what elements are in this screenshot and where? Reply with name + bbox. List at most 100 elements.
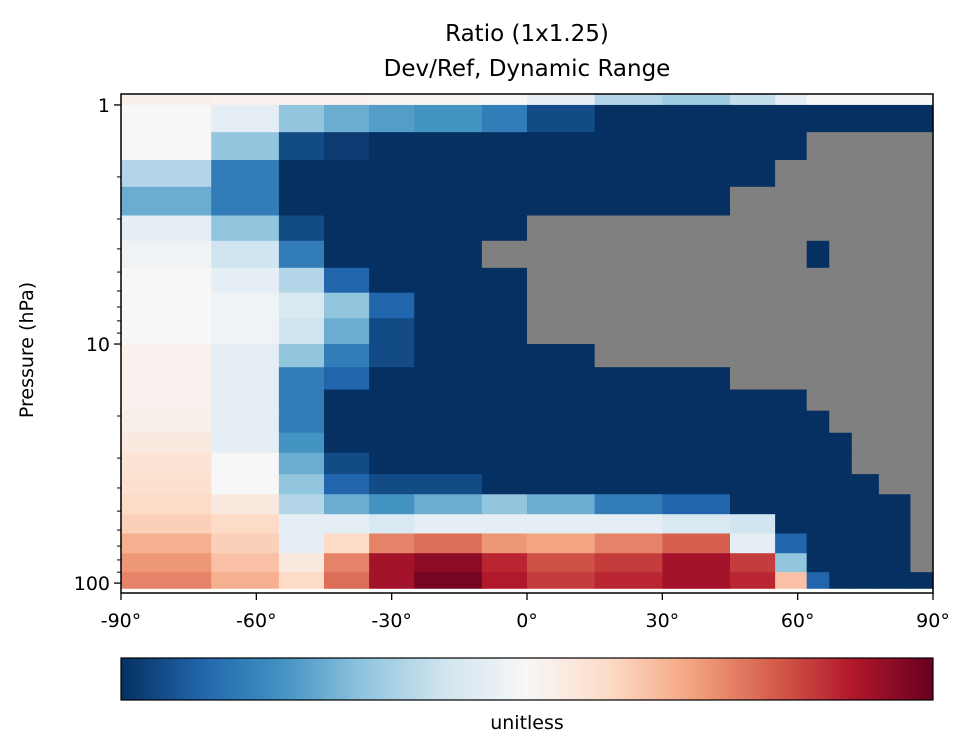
heatmap-cell	[829, 474, 853, 495]
heatmap-cell	[278, 186, 325, 217]
heatmap-cell	[806, 432, 830, 454]
heatmap-cell	[527, 160, 596, 188]
heatmap-cell	[730, 533, 776, 554]
heatmap-cell	[369, 389, 415, 412]
heatmap-cell	[211, 474, 280, 495]
heatmap-cell	[829, 514, 853, 535]
heatmap-cell	[806, 344, 830, 368]
heatmap-cell	[324, 344, 370, 368]
heatmap-cell	[594, 267, 663, 294]
heatmap-cell	[730, 104, 776, 133]
heatmap-cell	[662, 104, 731, 133]
heatmap-cell	[121, 494, 212, 515]
heatmap-cell	[211, 132, 280, 161]
heatmap-cell	[806, 240, 830, 269]
heatmap-cell	[278, 367, 325, 391]
heatmap-cell	[481, 367, 528, 391]
heatmap-cell	[527, 94, 596, 106]
heatmap-cell	[775, 318, 808, 345]
heatmap-cell	[878, 572, 912, 589]
heatmap-cell	[851, 292, 880, 319]
heatmap-cell	[527, 533, 596, 554]
heatmap-cell	[806, 533, 830, 554]
colorbar-label: unitless	[490, 712, 564, 734]
heatmap-cell	[369, 292, 415, 319]
heatmap-cell	[594, 432, 663, 454]
heatmap-cell	[527, 367, 596, 391]
heatmap-cell	[829, 240, 853, 269]
heatmap-cell	[278, 494, 325, 515]
heatmap-cell	[414, 452, 483, 475]
heatmap-cell	[730, 553, 776, 573]
heatmap-cell	[775, 553, 808, 573]
heatmap-cell	[806, 132, 830, 161]
heatmap-cell	[775, 452, 808, 475]
heatmap-cell	[481, 94, 528, 106]
heatmap-cell	[527, 452, 596, 475]
heatmap-cell	[878, 318, 912, 345]
heatmap-cell	[481, 132, 528, 161]
heatmap-cell	[369, 533, 415, 554]
heatmap-cell	[481, 215, 528, 242]
heatmap-cell	[910, 367, 934, 391]
heatmap-cell	[414, 572, 483, 589]
heatmap-cell	[211, 452, 280, 475]
heatmap-cell	[851, 410, 880, 434]
heatmap-cell	[730, 514, 776, 535]
heatmap-cell	[829, 160, 853, 188]
heatmap-cell	[594, 553, 663, 573]
heatmap-cell	[369, 432, 415, 454]
heatmap-cell	[527, 389, 596, 412]
y-tick-label: 10	[86, 334, 110, 356]
heatmap-cell	[829, 452, 853, 475]
x-tick-label: 60°	[781, 610, 815, 632]
heatmap-cell	[775, 160, 808, 188]
heatmap-cell	[878, 267, 912, 294]
heatmap-cell	[121, 410, 212, 434]
heatmap-cell	[829, 186, 853, 217]
heatmap-cell	[878, 186, 912, 217]
heatmap-cell	[527, 240, 596, 269]
heatmap-cell	[121, 104, 212, 133]
heatmap-cell	[414, 432, 483, 454]
heatmap-cell	[775, 514, 808, 535]
heatmap-cell	[278, 533, 325, 554]
heatmap-cell	[481, 292, 528, 319]
heatmap-cell	[121, 94, 212, 106]
heatmap-cell	[369, 318, 415, 345]
heatmap-cell	[414, 160, 483, 188]
heatmap-cell	[527, 494, 596, 515]
heatmap-cell	[324, 240, 370, 269]
heatmap-cell	[730, 267, 776, 294]
x-tick-label: -90°	[101, 610, 142, 632]
heatmap-cell	[806, 94, 830, 106]
heatmap-cell	[775, 572, 808, 589]
heatmap-cell	[662, 553, 731, 573]
heatmap-cell	[662, 186, 731, 217]
heatmap-cell	[851, 94, 880, 106]
heatmap-cell	[414, 267, 483, 294]
heatmap-cell	[594, 240, 663, 269]
heatmap-cell	[527, 432, 596, 454]
heatmap-cell	[527, 572, 596, 589]
heatmap-cell	[594, 344, 663, 368]
heatmap-cell	[481, 344, 528, 368]
heatmap-cell	[211, 160, 280, 188]
heatmap-cell	[829, 367, 853, 391]
heatmap-cell	[121, 474, 212, 495]
heatmap-cell	[211, 494, 280, 515]
heatmap-cell	[211, 389, 280, 412]
heatmap-cell	[851, 267, 880, 294]
heatmap-cell	[211, 572, 280, 589]
heatmap-cell	[851, 240, 880, 269]
heatmap-cell	[414, 240, 483, 269]
heatmap-cell	[910, 514, 934, 535]
heatmap-cell	[527, 215, 596, 242]
heatmap-cell	[278, 94, 325, 106]
heatmap-cell	[829, 572, 853, 589]
heatmap-cell	[775, 494, 808, 515]
heatmap-cell	[369, 344, 415, 368]
heatmap-cell	[481, 186, 528, 217]
heatmap-cell	[829, 215, 853, 242]
heatmap-cell	[806, 104, 830, 133]
